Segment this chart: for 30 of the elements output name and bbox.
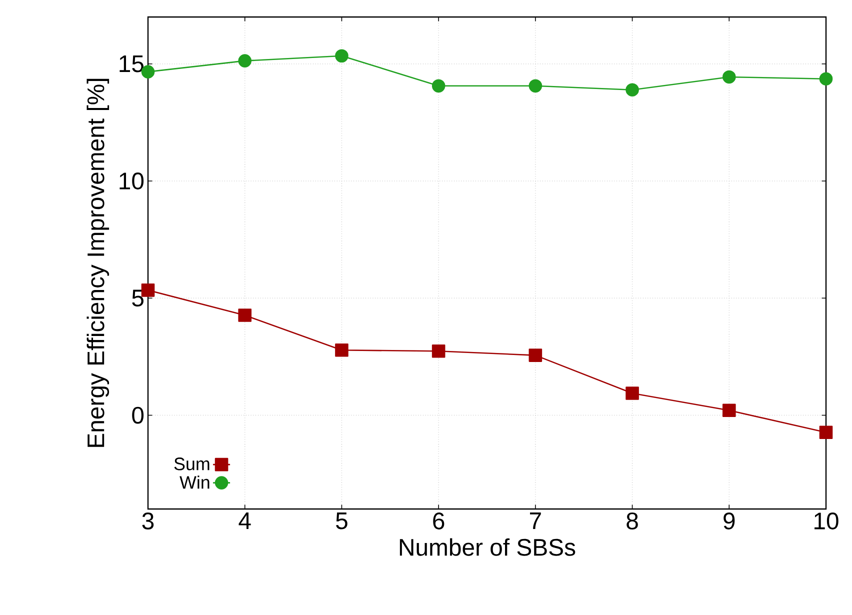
y-tick-label: 10 <box>120 172 144 190</box>
legend-label: Win <box>180 476 210 489</box>
point <box>335 49 348 63</box>
x-tick-label: 4 <box>238 512 251 529</box>
point <box>819 426 833 440</box>
x-tick-label: 5 <box>336 512 348 530</box>
point <box>722 404 736 418</box>
x-tick-label: 6 <box>433 512 444 530</box>
point <box>238 308 252 322</box>
point <box>626 83 639 97</box>
point <box>722 70 736 84</box>
x-tick-label: 7 <box>530 512 541 529</box>
y-tick-label: 0 <box>132 406 144 424</box>
x-tick-label: 10 <box>814 512 838 530</box>
y-tick-label: 5 <box>132 290 144 306</box>
x-tick-label: 9 <box>724 512 735 530</box>
point <box>335 344 348 357</box>
point <box>432 344 446 358</box>
x-axis-title: Number of SBSs <box>400 538 576 556</box>
y-tick-label: 15 <box>120 56 144 72</box>
x-tick-label: 3 <box>142 512 154 530</box>
point <box>432 79 446 93</box>
point <box>528 79 542 93</box>
point <box>528 348 542 362</box>
y-axis-title: Energy Efficiency Improvement [%] <box>86 78 110 447</box>
point <box>238 54 252 68</box>
point <box>626 386 639 400</box>
point <box>819 72 833 86</box>
legend-label: Sum <box>174 458 210 470</box>
x-tick-label: 8 <box>626 512 638 530</box>
